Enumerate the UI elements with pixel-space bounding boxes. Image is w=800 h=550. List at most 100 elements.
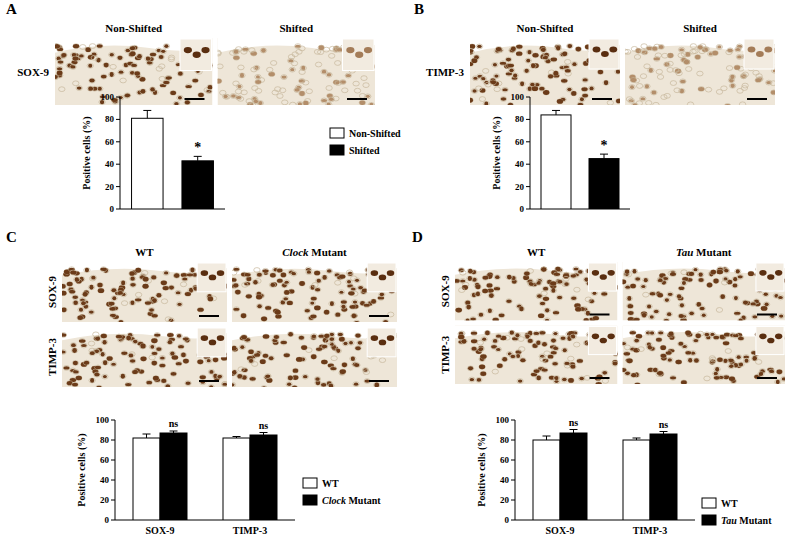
lacuna (108, 301, 114, 306)
lacuna (342, 88, 348, 93)
series-name: Clock Mutant (322, 495, 381, 506)
significance-label: ns (259, 420, 269, 431)
lacuna (335, 348, 341, 353)
series-name: Non-Shifted (349, 128, 401, 139)
cell (240, 73, 244, 78)
cell (526, 59, 530, 63)
lacuna (724, 104, 730, 105)
lacuna (314, 49, 320, 54)
cell (101, 352, 105, 357)
lacuna (235, 95, 241, 100)
lacuna (363, 370, 369, 375)
cell (141, 89, 146, 94)
lacuna (100, 267, 106, 272)
lacuna (176, 334, 182, 339)
inset-cell (600, 274, 607, 280)
lacuna (526, 50, 532, 55)
cell (292, 272, 296, 275)
lacuna (121, 301, 127, 306)
cell (281, 75, 286, 78)
lacuna (328, 383, 334, 387)
error-bar (170, 431, 178, 433)
inset-cell (364, 47, 372, 53)
cell (61, 53, 66, 57)
lacuna (218, 64, 224, 69)
scale-bar (592, 98, 612, 100)
lacuna (159, 363, 165, 368)
scale-bar (747, 98, 767, 100)
y-tick (111, 500, 115, 501)
inset-cell (209, 275, 216, 281)
panel: BNon-ShiftedShiftedTIMP-3020406080100Pos… (414, 1, 778, 214)
cell (257, 304, 262, 308)
lacuna (328, 97, 334, 102)
lacuna (334, 61, 340, 66)
cell (269, 356, 274, 360)
lacuna (324, 333, 330, 338)
lacuna (70, 65, 76, 70)
lacuna (62, 291, 67, 296)
lacuna (351, 314, 357, 319)
lacuna (76, 376, 82, 381)
cell (465, 319, 469, 321)
lacuna (471, 277, 477, 282)
cell (524, 271, 530, 275)
lacuna (200, 375, 206, 380)
cell (240, 345, 244, 349)
lacuna (492, 317, 498, 320)
cell (630, 78, 636, 82)
lacuna (570, 274, 576, 279)
cell (553, 71, 558, 76)
lacuna (159, 356, 165, 361)
lacuna (483, 101, 489, 105)
cell (695, 55, 700, 60)
lacuna (88, 341, 94, 346)
lacuna (500, 61, 506, 66)
cell (319, 45, 325, 50)
lacuna (291, 271, 297, 276)
cell (728, 48, 733, 52)
lacuna (248, 349, 254, 354)
figure: ANon-ShiftedShiftedSOX-9020406080100Posi… (0, 0, 800, 550)
cell (506, 299, 512, 302)
cell (327, 102, 331, 105)
cell (156, 347, 161, 351)
cell (651, 91, 656, 95)
lacuna (544, 318, 550, 321)
cell (499, 313, 505, 317)
cell (119, 71, 124, 74)
lacuna (72, 382, 78, 387)
lacuna (485, 82, 491, 87)
significance-label: * (194, 140, 201, 155)
lacuna (581, 87, 587, 92)
lacuna (626, 97, 632, 102)
cell (192, 79, 198, 83)
y-tick (526, 186, 530, 187)
lacuna (149, 344, 155, 349)
lacuna (218, 50, 222, 55)
lacuna (152, 298, 158, 303)
scale-bar (199, 380, 219, 382)
significance-label: ns (169, 418, 179, 429)
cell (730, 84, 734, 88)
lacuna (565, 68, 571, 73)
cell (90, 351, 95, 355)
cell (477, 45, 482, 48)
cell (57, 67, 62, 70)
cell (730, 75, 735, 79)
cell (116, 335, 122, 339)
lacuna (140, 356, 146, 361)
lacuna (646, 101, 652, 105)
lacuna (153, 376, 159, 381)
cell (263, 334, 270, 338)
name-part: Clock (322, 495, 346, 506)
cell (249, 359, 254, 363)
bar (223, 438, 250, 520)
cell (543, 56, 548, 59)
lacuna (543, 296, 549, 301)
lacuna (62, 307, 67, 312)
lacuna (140, 344, 146, 349)
lacuna (310, 314, 316, 319)
lacuna (131, 63, 137, 68)
lacuna (644, 84, 650, 89)
